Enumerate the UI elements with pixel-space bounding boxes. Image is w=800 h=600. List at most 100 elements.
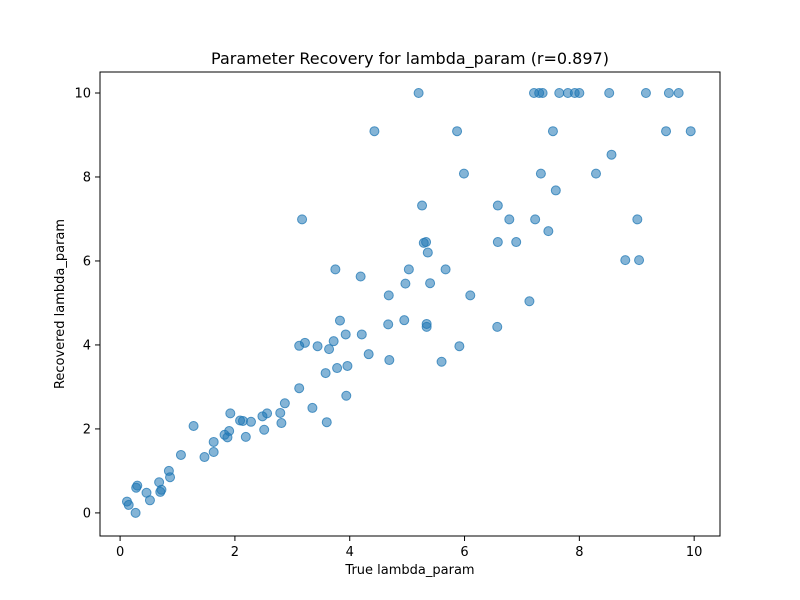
data-point-41 — [330, 264, 341, 275]
data-point-45 — [341, 390, 352, 401]
plot-frame — [99, 71, 721, 537]
data-points — [121, 88, 696, 518]
data-point-73 — [492, 237, 503, 248]
data-point-74 — [504, 214, 515, 225]
data-point-27 — [262, 408, 273, 419]
data-point-16 — [208, 447, 219, 458]
data-point-62 — [421, 321, 432, 332]
data-point-57 — [413, 88, 424, 98]
data-point-35 — [307, 402, 318, 413]
data-point-60 — [421, 237, 432, 248]
data-point-95 — [640, 88, 651, 98]
data-point-36 — [312, 341, 323, 352]
y-tick-label: 8 — [83, 170, 91, 185]
data-point-28 — [275, 407, 286, 418]
data-point-54 — [399, 315, 410, 326]
data-point-26 — [259, 424, 270, 435]
x-axis-label: True lambda_param — [344, 563, 474, 578]
data-point-13 — [188, 420, 199, 431]
data-point-39 — [324, 344, 335, 355]
data-point-68 — [454, 341, 465, 352]
data-point-4 — [130, 507, 141, 518]
data-point-6 — [144, 495, 155, 506]
data-point-67 — [452, 126, 463, 137]
data-point-20 — [225, 408, 236, 419]
data-point-33 — [297, 214, 308, 225]
data-point-90 — [604, 88, 615, 98]
data-point-71 — [492, 321, 503, 332]
data-point-75 — [511, 237, 522, 248]
y-axis: 0 2 4 6 8 10 — [74, 86, 100, 521]
data-point-9 — [156, 484, 167, 495]
data-point-99 — [685, 126, 696, 137]
data-point-76 — [524, 296, 535, 307]
data-point-11 — [165, 472, 176, 483]
x-tick-label: 8 — [575, 545, 583, 560]
data-point-1 — [123, 499, 134, 510]
data-point-82 — [543, 226, 554, 237]
data-point-98 — [673, 88, 684, 98]
x-tick-label: 6 — [460, 545, 468, 560]
data-point-47 — [355, 271, 366, 282]
data-point-38 — [321, 417, 332, 428]
x-tick-label: 4 — [346, 545, 354, 560]
y-axis-label: Recovered lambda_param — [53, 219, 68, 389]
y-tick-label: 10 — [74, 86, 91, 101]
data-point-65 — [436, 356, 447, 367]
data-point-83 — [547, 126, 558, 137]
data-point-66 — [440, 264, 451, 275]
data-point-12 — [175, 449, 186, 460]
y-tick-label: 0 — [83, 506, 91, 521]
data-point-37 — [320, 368, 331, 379]
data-point-72 — [492, 200, 503, 211]
data-point-51 — [383, 319, 394, 330]
chart-title: Parameter Recovery for lambda_param (r=0… — [211, 49, 609, 69]
data-point-84 — [550, 185, 561, 196]
data-point-3 — [132, 480, 143, 491]
data-point-23 — [240, 431, 251, 442]
data-point-81 — [537, 88, 548, 98]
data-point-55 — [400, 278, 411, 289]
data-point-92 — [620, 255, 631, 266]
data-point-78 — [530, 214, 541, 225]
data-point-52 — [383, 290, 394, 301]
data-point-80 — [535, 168, 546, 179]
data-point-19 — [224, 426, 235, 437]
data-point-24 — [245, 416, 256, 427]
data-point-96 — [661, 126, 672, 137]
x-tick-label: 10 — [686, 545, 703, 560]
data-point-85 — [554, 88, 565, 98]
data-point-49 — [363, 349, 374, 360]
data-point-46 — [342, 360, 353, 371]
data-point-34 — [299, 337, 310, 348]
data-point-64 — [425, 278, 436, 289]
data-point-56 — [403, 264, 414, 275]
data-point-50 — [369, 126, 380, 137]
data-point-70 — [465, 290, 476, 301]
x-tick-label: 2 — [231, 545, 239, 560]
data-point-44 — [340, 329, 351, 340]
data-point-69 — [458, 168, 469, 179]
data-point-94 — [634, 255, 645, 266]
data-point-14 — [199, 452, 210, 463]
x-tick-label: 0 — [116, 545, 124, 560]
data-point-91 — [606, 149, 617, 160]
y-tick-label: 2 — [83, 422, 91, 437]
data-point-63 — [422, 247, 433, 258]
data-point-97 — [663, 88, 674, 98]
data-point-15 — [208, 436, 219, 447]
data-point-40 — [328, 336, 339, 347]
data-point-31 — [294, 383, 305, 394]
data-point-29 — [276, 418, 287, 429]
data-point-93 — [632, 214, 643, 225]
y-tick-label: 4 — [83, 338, 91, 353]
data-point-53 — [384, 355, 395, 366]
data-point-42 — [332, 363, 343, 374]
y-tick-label: 6 — [83, 254, 91, 269]
data-point-48 — [356, 329, 367, 340]
data-point-89 — [591, 168, 601, 179]
x-axis: 0 2 4 6 8 10 — [116, 536, 702, 560]
data-point-88 — [574, 88, 585, 98]
data-point-30 — [279, 398, 290, 409]
